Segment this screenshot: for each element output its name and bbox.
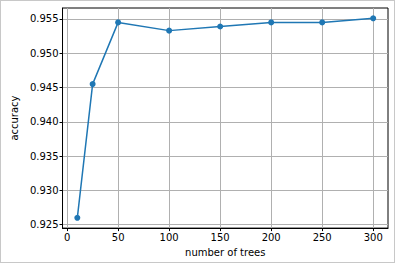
svg-text:100: 100 <box>160 232 179 243</box>
svg-text:0.950: 0.950 <box>30 48 59 59</box>
svg-text:0.945: 0.945 <box>30 82 59 93</box>
svg-text:0.930: 0.930 <box>30 185 59 196</box>
svg-text:300: 300 <box>364 232 383 243</box>
svg-text:0.940: 0.940 <box>30 116 59 127</box>
svg-text:250: 250 <box>313 232 332 243</box>
svg-text:number of trees: number of trees <box>185 247 265 258</box>
svg-text:150: 150 <box>211 232 230 243</box>
svg-text:200: 200 <box>262 232 281 243</box>
svg-text:accuracy: accuracy <box>9 95 20 140</box>
svg-text:50: 50 <box>112 232 125 243</box>
svg-text:0: 0 <box>64 232 70 243</box>
svg-text:0.955: 0.955 <box>30 13 59 24</box>
svg-text:0.925: 0.925 <box>30 219 59 230</box>
svg-text:0.935: 0.935 <box>30 151 59 162</box>
